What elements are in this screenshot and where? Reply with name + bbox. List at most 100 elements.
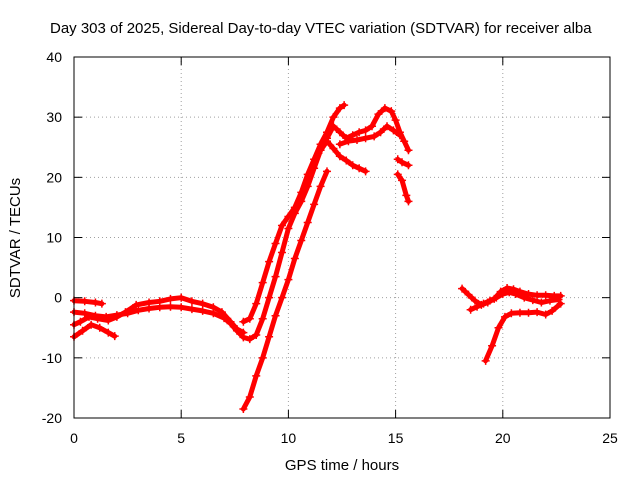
series-track-5 [239,101,349,326]
data-point-plus [290,254,299,263]
data-point-plus [395,131,404,140]
data-point-plus [245,314,254,323]
data-point-plus [134,306,143,315]
data-point-plus [515,308,524,317]
data-point-plus [258,353,267,362]
grid-lines [74,57,610,418]
data-point-plus [368,122,377,131]
data-point-plus [314,149,323,158]
data-point-plus [277,293,286,302]
data-point-plus [265,293,274,302]
data-point-plus [348,161,357,170]
y-tick-label: 40 [46,49,62,65]
data-point-plus [110,332,119,341]
data-point-plus [290,203,299,212]
data-point-plus [464,290,473,299]
data-point-plus [556,299,565,308]
data-point-plus [145,304,154,313]
data-point-plus [545,296,554,305]
data-point-plus [473,302,482,311]
x-tick-label: 0 [70,430,78,446]
data-point-plus [95,323,104,332]
data-point-plus [239,317,248,326]
data-point-plus [466,305,475,314]
data-point-plus [500,312,509,321]
y-tick-label: 30 [46,109,62,125]
data-point-plus [374,110,383,119]
y-axis-label: SDTVAR / TECUs [7,178,24,298]
x-tick-label: 5 [177,430,185,446]
data-point-plus [520,293,529,302]
data-point-plus [335,128,344,137]
data-point-plus [537,298,546,307]
data-point-plus [97,299,106,308]
data-point-plus [310,200,319,209]
data-point-plus [226,319,235,328]
data-point-plus [353,136,362,145]
series-track-9 [393,170,413,206]
data-point-plus [391,116,400,125]
data-point-plus [498,290,507,299]
data-point-plus [310,155,319,164]
data-point-plus [322,134,331,143]
series-track-10 [239,167,331,413]
data-point-plus [252,330,261,339]
data-point-plus [297,188,306,197]
series-track-8 [393,155,413,170]
series-trace [240,168,330,412]
data-point-plus [355,128,364,137]
data-point-plus [387,107,396,116]
data-point-plus [361,126,370,135]
data-point-plus [481,356,490,365]
series-track-4 [70,137,370,344]
data-point-plus [370,132,379,141]
x-axis-label: GPS time / hours [285,457,399,474]
data-point-plus [78,326,87,335]
series-trace [315,105,411,156]
chart-title: Day 303 of 2025, Sidereal Day-to-day VTE… [50,20,592,37]
data-point-plus [187,297,196,306]
data-point-plus [80,309,89,318]
y-tick-label: 20 [46,169,62,185]
x-tick-label: 10 [281,430,297,446]
data-point-plus [76,317,85,326]
data-point-plus [507,309,516,318]
data-point-plus [80,297,89,306]
data-point-plus [488,341,497,350]
data-point-plus [492,293,501,302]
data-point-plus [361,134,370,143]
data-point-plus [198,306,207,315]
data-point-plus [404,161,413,170]
data-point-plus [245,392,254,401]
data-point-plus [380,104,389,113]
data-point-plus [252,299,261,308]
data-point-plus [132,300,141,309]
data-point-plus [220,314,229,323]
x-tick-label: 15 [388,430,404,446]
data-point-plus [258,278,267,287]
data-point-plus [335,152,344,161]
x-tick-label: 25 [602,430,618,446]
data-point-plus [389,126,398,135]
data-point-plus [344,137,353,146]
data-point-plus [398,158,407,167]
data-point-plus [355,164,364,173]
series-trace [395,171,411,204]
data-point-plus [494,323,503,332]
data-point-plus [479,299,488,308]
series-track-13 [481,299,565,365]
data-point-plus [383,122,392,131]
data-point-plus [533,291,542,300]
data-point-plus [284,275,293,284]
data-point-plus [533,308,542,317]
data-point-plus [511,290,520,299]
x-tick-label: 20 [495,430,511,446]
data-point-plus [284,224,293,233]
data-point-plus [245,335,254,344]
data-point-plus [361,167,370,176]
data-point-plus [458,284,467,293]
data-point-plus [400,137,409,146]
y-tick-label: -20 [42,410,62,426]
data-point-plus [271,272,280,281]
data-point-plus [102,312,111,321]
